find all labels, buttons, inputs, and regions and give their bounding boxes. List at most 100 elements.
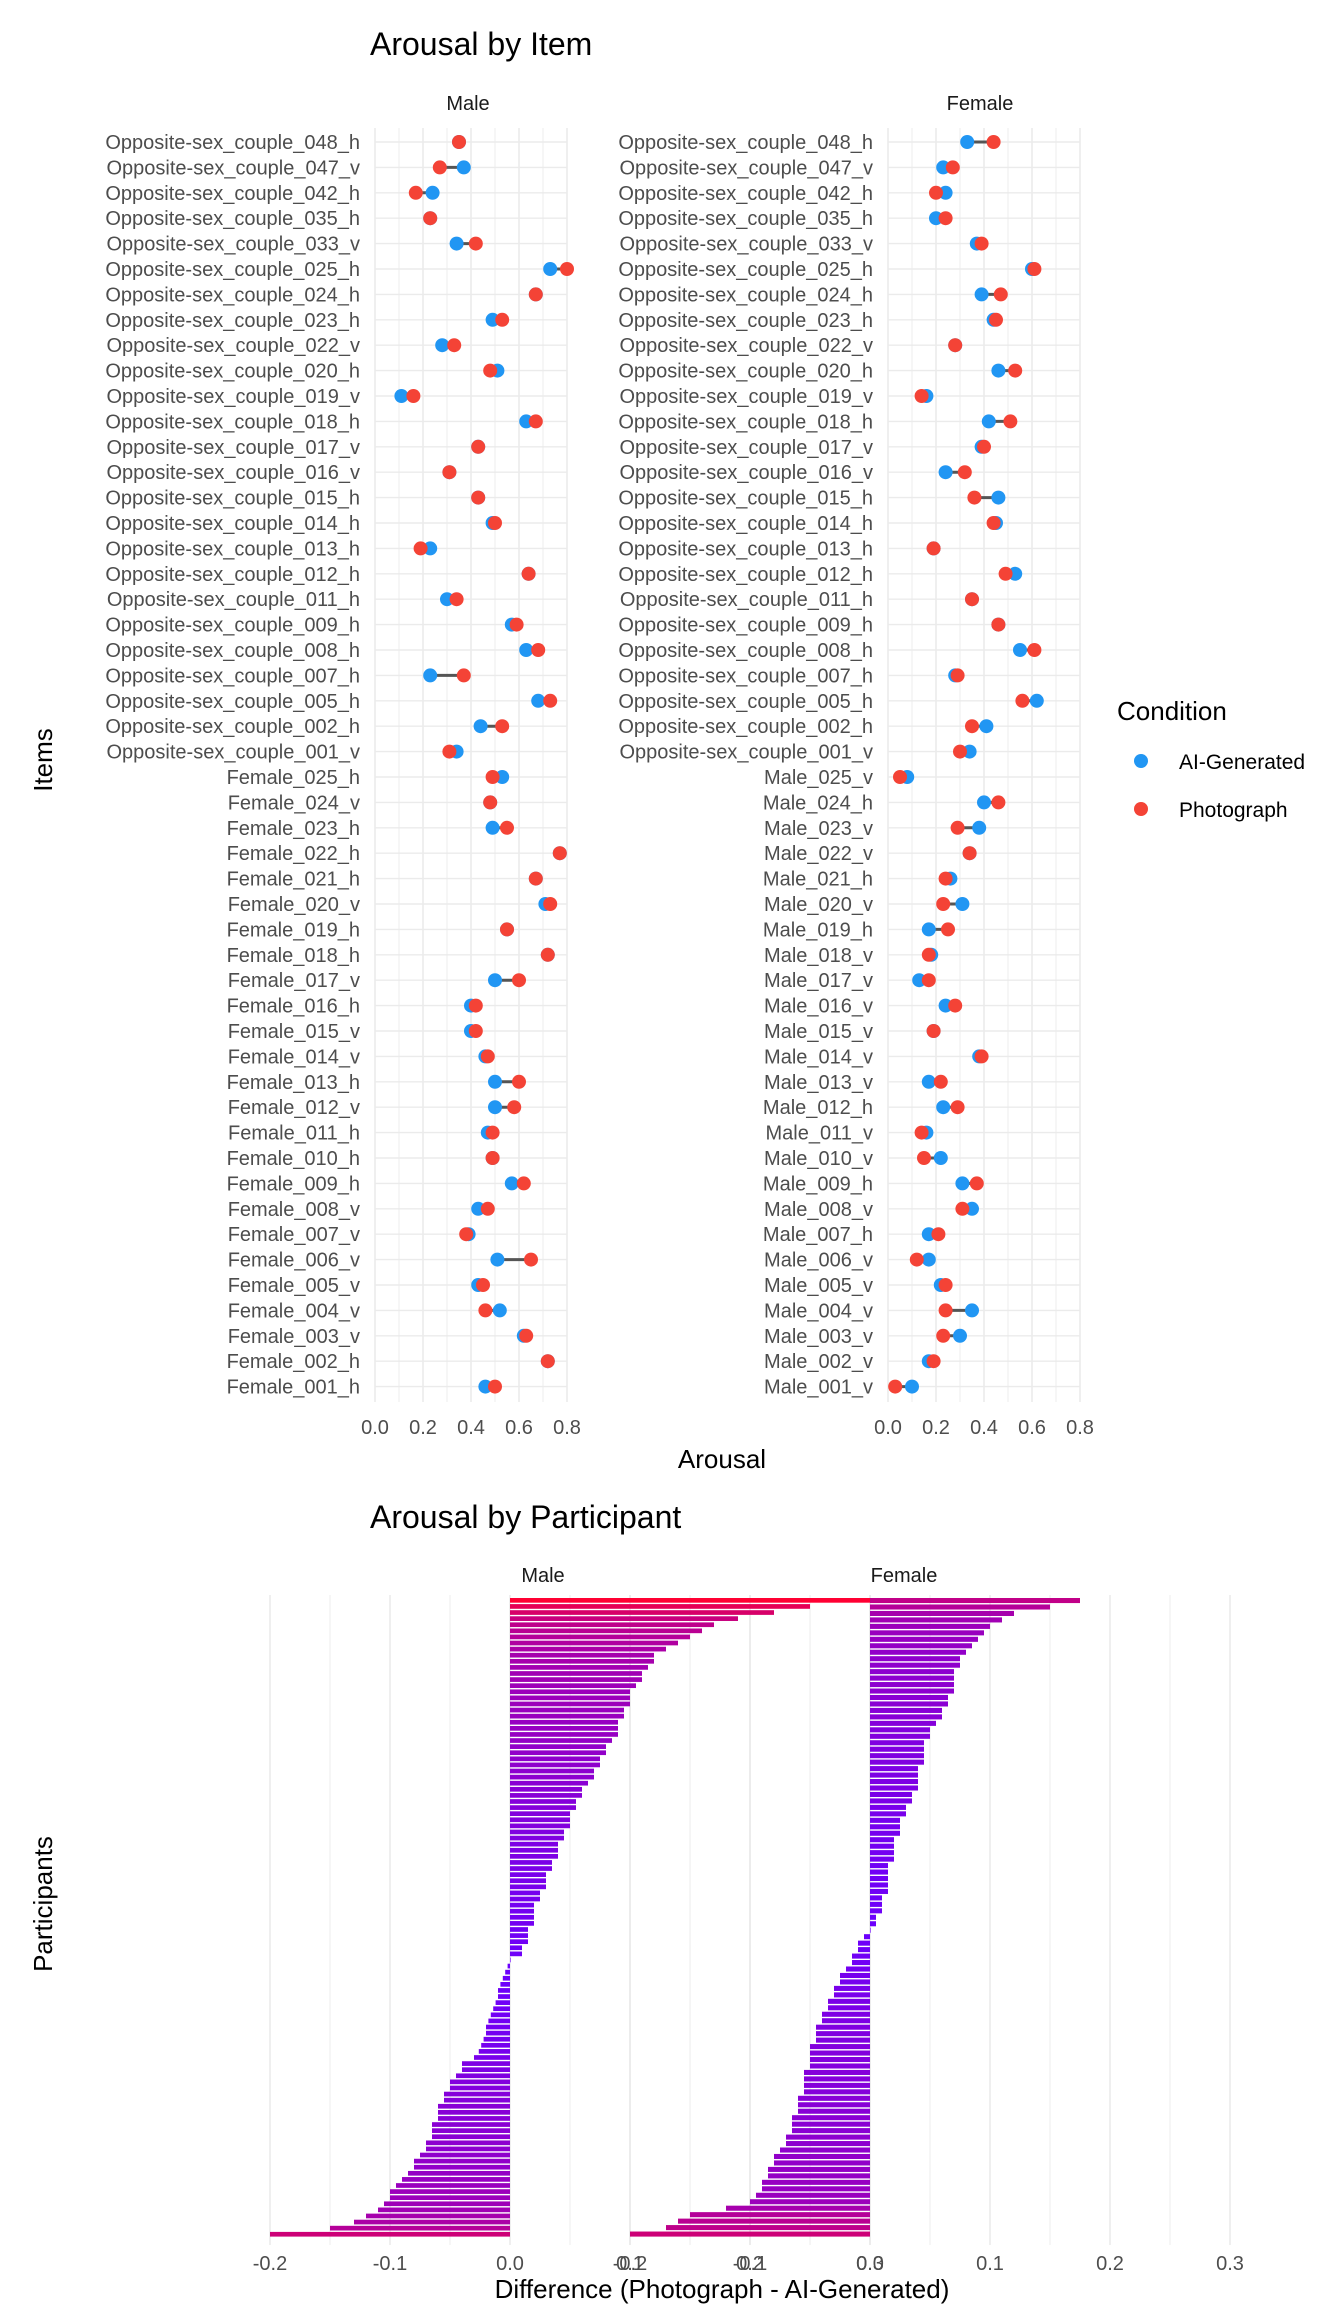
participant-bar	[438, 2103, 510, 2109]
point-ai-generated	[972, 820, 987, 835]
participant-bar	[510, 1835, 564, 1841]
point-ai-generated	[938, 185, 953, 200]
participant-bar	[870, 1675, 954, 1681]
point-ai-generated	[912, 973, 927, 988]
point-photograph	[998, 566, 1013, 581]
point-photograph	[938, 871, 953, 886]
participant-bar	[510, 1689, 630, 1695]
point-photograph	[938, 1278, 953, 1292]
participant-bar	[870, 1817, 900, 1823]
point-ai-generated	[1029, 693, 1044, 708]
x-tick-label: 0.8	[553, 1417, 581, 1439]
point-ai-generated	[423, 668, 438, 683]
participant-bar	[510, 1805, 576, 1810]
point-photograph	[483, 795, 498, 810]
point-photograph	[957, 465, 972, 480]
participant-bar	[510, 1762, 600, 1768]
point-ai-generated	[905, 1379, 919, 1394]
participant-bar	[432, 2122, 510, 2127]
point-photograph	[413, 541, 428, 556]
point-photograph	[471, 490, 486, 505]
point-ai-generated	[519, 414, 534, 429]
participant-bar	[834, 1985, 870, 1991]
participant-bar	[804, 2082, 870, 2088]
point-photograph	[1008, 363, 1023, 378]
participant-bar	[438, 2110, 510, 2115]
participant-bar	[444, 2097, 510, 2103]
point-photograph	[543, 897, 558, 911]
participant-bar	[834, 1992, 870, 1998]
participant-bar	[870, 1824, 900, 1830]
participant-bar	[870, 1914, 876, 1920]
participant-bar	[816, 2024, 870, 2030]
participant-bar	[510, 1732, 618, 1737]
y-tick-label: Opposite-sex_couple_016_v	[106, 462, 360, 484]
participant-bar	[510, 1793, 582, 1798]
y-tick-label: Female_018_h	[227, 945, 360, 967]
point-photograph	[406, 389, 421, 403]
point-photograph	[528, 871, 543, 886]
y-tick-label: Male_014_v	[764, 1046, 873, 1068]
participant-bar	[510, 1908, 534, 1914]
participant-bar	[870, 1707, 942, 1713]
participant-bar	[840, 1972, 870, 1979]
participant-bar	[490, 2012, 510, 2018]
y-tick-label: Male_024_h	[763, 792, 873, 814]
participant-bar	[510, 1652, 654, 1658]
point-photograph	[936, 897, 951, 911]
participant-bar	[870, 1785, 918, 1791]
y-tick-label: Female_005_v	[228, 1275, 360, 1297]
point-ai-generated	[1008, 566, 1023, 581]
participant-bar	[510, 1914, 534, 1920]
participant-bar	[804, 2069, 870, 2075]
y-tick-label: Opposite-sex_couple_002_h	[618, 716, 873, 738]
point-photograph	[950, 820, 965, 835]
participant-bar	[426, 2140, 510, 2146]
y-tick-label: Female_017_v	[228, 970, 360, 992]
participant-bar	[774, 2160, 870, 2166]
y-tick-label: Male_012_h	[763, 1097, 873, 1119]
participant-bar	[798, 2095, 870, 2101]
y-tick-label: Female_012_v	[228, 1097, 360, 1119]
participant-bar	[510, 1902, 534, 1908]
participant-bar	[510, 1646, 666, 1652]
participant-bar	[798, 2102, 870, 2108]
point-photograph	[540, 947, 555, 962]
point-ai-generated	[456, 160, 471, 175]
y-tick-label: Male_022_v	[764, 843, 873, 865]
point-photograph	[929, 185, 943, 200]
participant-bar	[510, 1774, 594, 1780]
y-tick-label: Opposite-sex_couple_011_h	[107, 589, 360, 611]
participant-bar	[505, 1969, 510, 1975]
participant-bar	[510, 1811, 570, 1817]
point-photograph	[480, 1201, 495, 1216]
participant-bar	[780, 2147, 870, 2153]
point-photograph	[991, 617, 1006, 632]
point-photograph	[1027, 262, 1042, 276]
y-tick-label: Female_013_h	[227, 1072, 360, 1094]
point-photograph	[519, 1328, 534, 1343]
y-tick-label: Opposite-sex_couple_017_v	[106, 437, 360, 459]
participant-bar	[870, 1714, 942, 1720]
participant-bar	[450, 2085, 510, 2091]
point-ai-generated	[991, 363, 1006, 378]
point-ai-generated	[991, 490, 1006, 505]
participant-bar	[690, 2212, 870, 2218]
x-tick-label: 0.2	[736, 2253, 764, 2275]
y-tick-label: Female_019_h	[227, 919, 360, 941]
participant-bar	[870, 1662, 960, 1668]
participant-bar	[510, 1799, 576, 1804]
point-ai-generated	[965, 1303, 979, 1318]
y-tick-label: Female_007_v	[228, 1224, 360, 1246]
point-photograph	[552, 846, 567, 861]
participant-bar	[498, 1988, 510, 1993]
y-tick-label: Opposite-sex_couple_033_v	[106, 234, 360, 256]
y-tick-label: Male_009_h	[763, 1173, 873, 1195]
participant-bar	[510, 1726, 618, 1731]
x-axis-label-participants: Difference (Photograph - AI-Generated)	[495, 2274, 950, 2304]
participant-bar	[456, 2073, 510, 2079]
point-photograph	[974, 236, 989, 251]
participant-bar	[408, 2170, 510, 2176]
y-tick-label: Opposite-sex_couple_013_h	[618, 538, 873, 560]
participant-bar	[870, 1779, 918, 1785]
